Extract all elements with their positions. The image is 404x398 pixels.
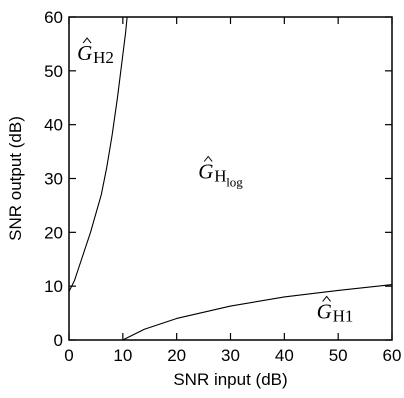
region-label-symbol: G: [198, 160, 213, 184]
y-tick-label: 50: [44, 62, 63, 81]
y-axis-title: SNR output (dB): [6, 116, 25, 241]
x-tick-label: 40: [275, 346, 294, 365]
y-tick-label: 10: [44, 277, 63, 296]
x-tick-label: 10: [113, 346, 132, 365]
hat-accent: [82, 37, 92, 44]
x-tick-label: 30: [221, 346, 240, 365]
y-tick-label: 30: [44, 170, 63, 189]
x-axis-title: SNR input (dB): [173, 370, 287, 389]
ticks-layer: 0 10 20 30 40 50 60 0 10 20 30 40 50 60: [44, 8, 401, 365]
region-label-subscript: H: [214, 167, 226, 186]
labels-layer: SNR input (dB) SNR output (dB): [6, 116, 288, 389]
y-tick-label: 40: [44, 116, 63, 135]
region-label-symbol: G: [77, 41, 92, 65]
region-label-3: G H1: [317, 295, 354, 325]
region-label-1: G H2: [77, 37, 114, 67]
plot-frame: [68, 16, 393, 341]
region-label-subsubscript: log: [226, 175, 243, 190]
x-tick-label: 50: [329, 346, 348, 365]
hat-accent: [203, 155, 213, 162]
y-tick-label: 20: [44, 223, 63, 242]
y-tick-label: 60: [44, 8, 63, 27]
x-tick-label: 0: [64, 346, 73, 365]
region-label-subscript: H1: [333, 306, 354, 325]
hat-accent: [322, 295, 332, 302]
region-label-symbol: G: [317, 299, 332, 323]
series-line-2: [122, 284, 393, 341]
y-tick-label: 0: [54, 331, 63, 350]
series-layer: [68, 16, 393, 341]
x-tick-label: 20: [167, 346, 186, 365]
region-label-subscript: H2: [93, 48, 114, 67]
x-tick-label: 60: [383, 346, 402, 365]
series-line-1: [68, 16, 128, 293]
